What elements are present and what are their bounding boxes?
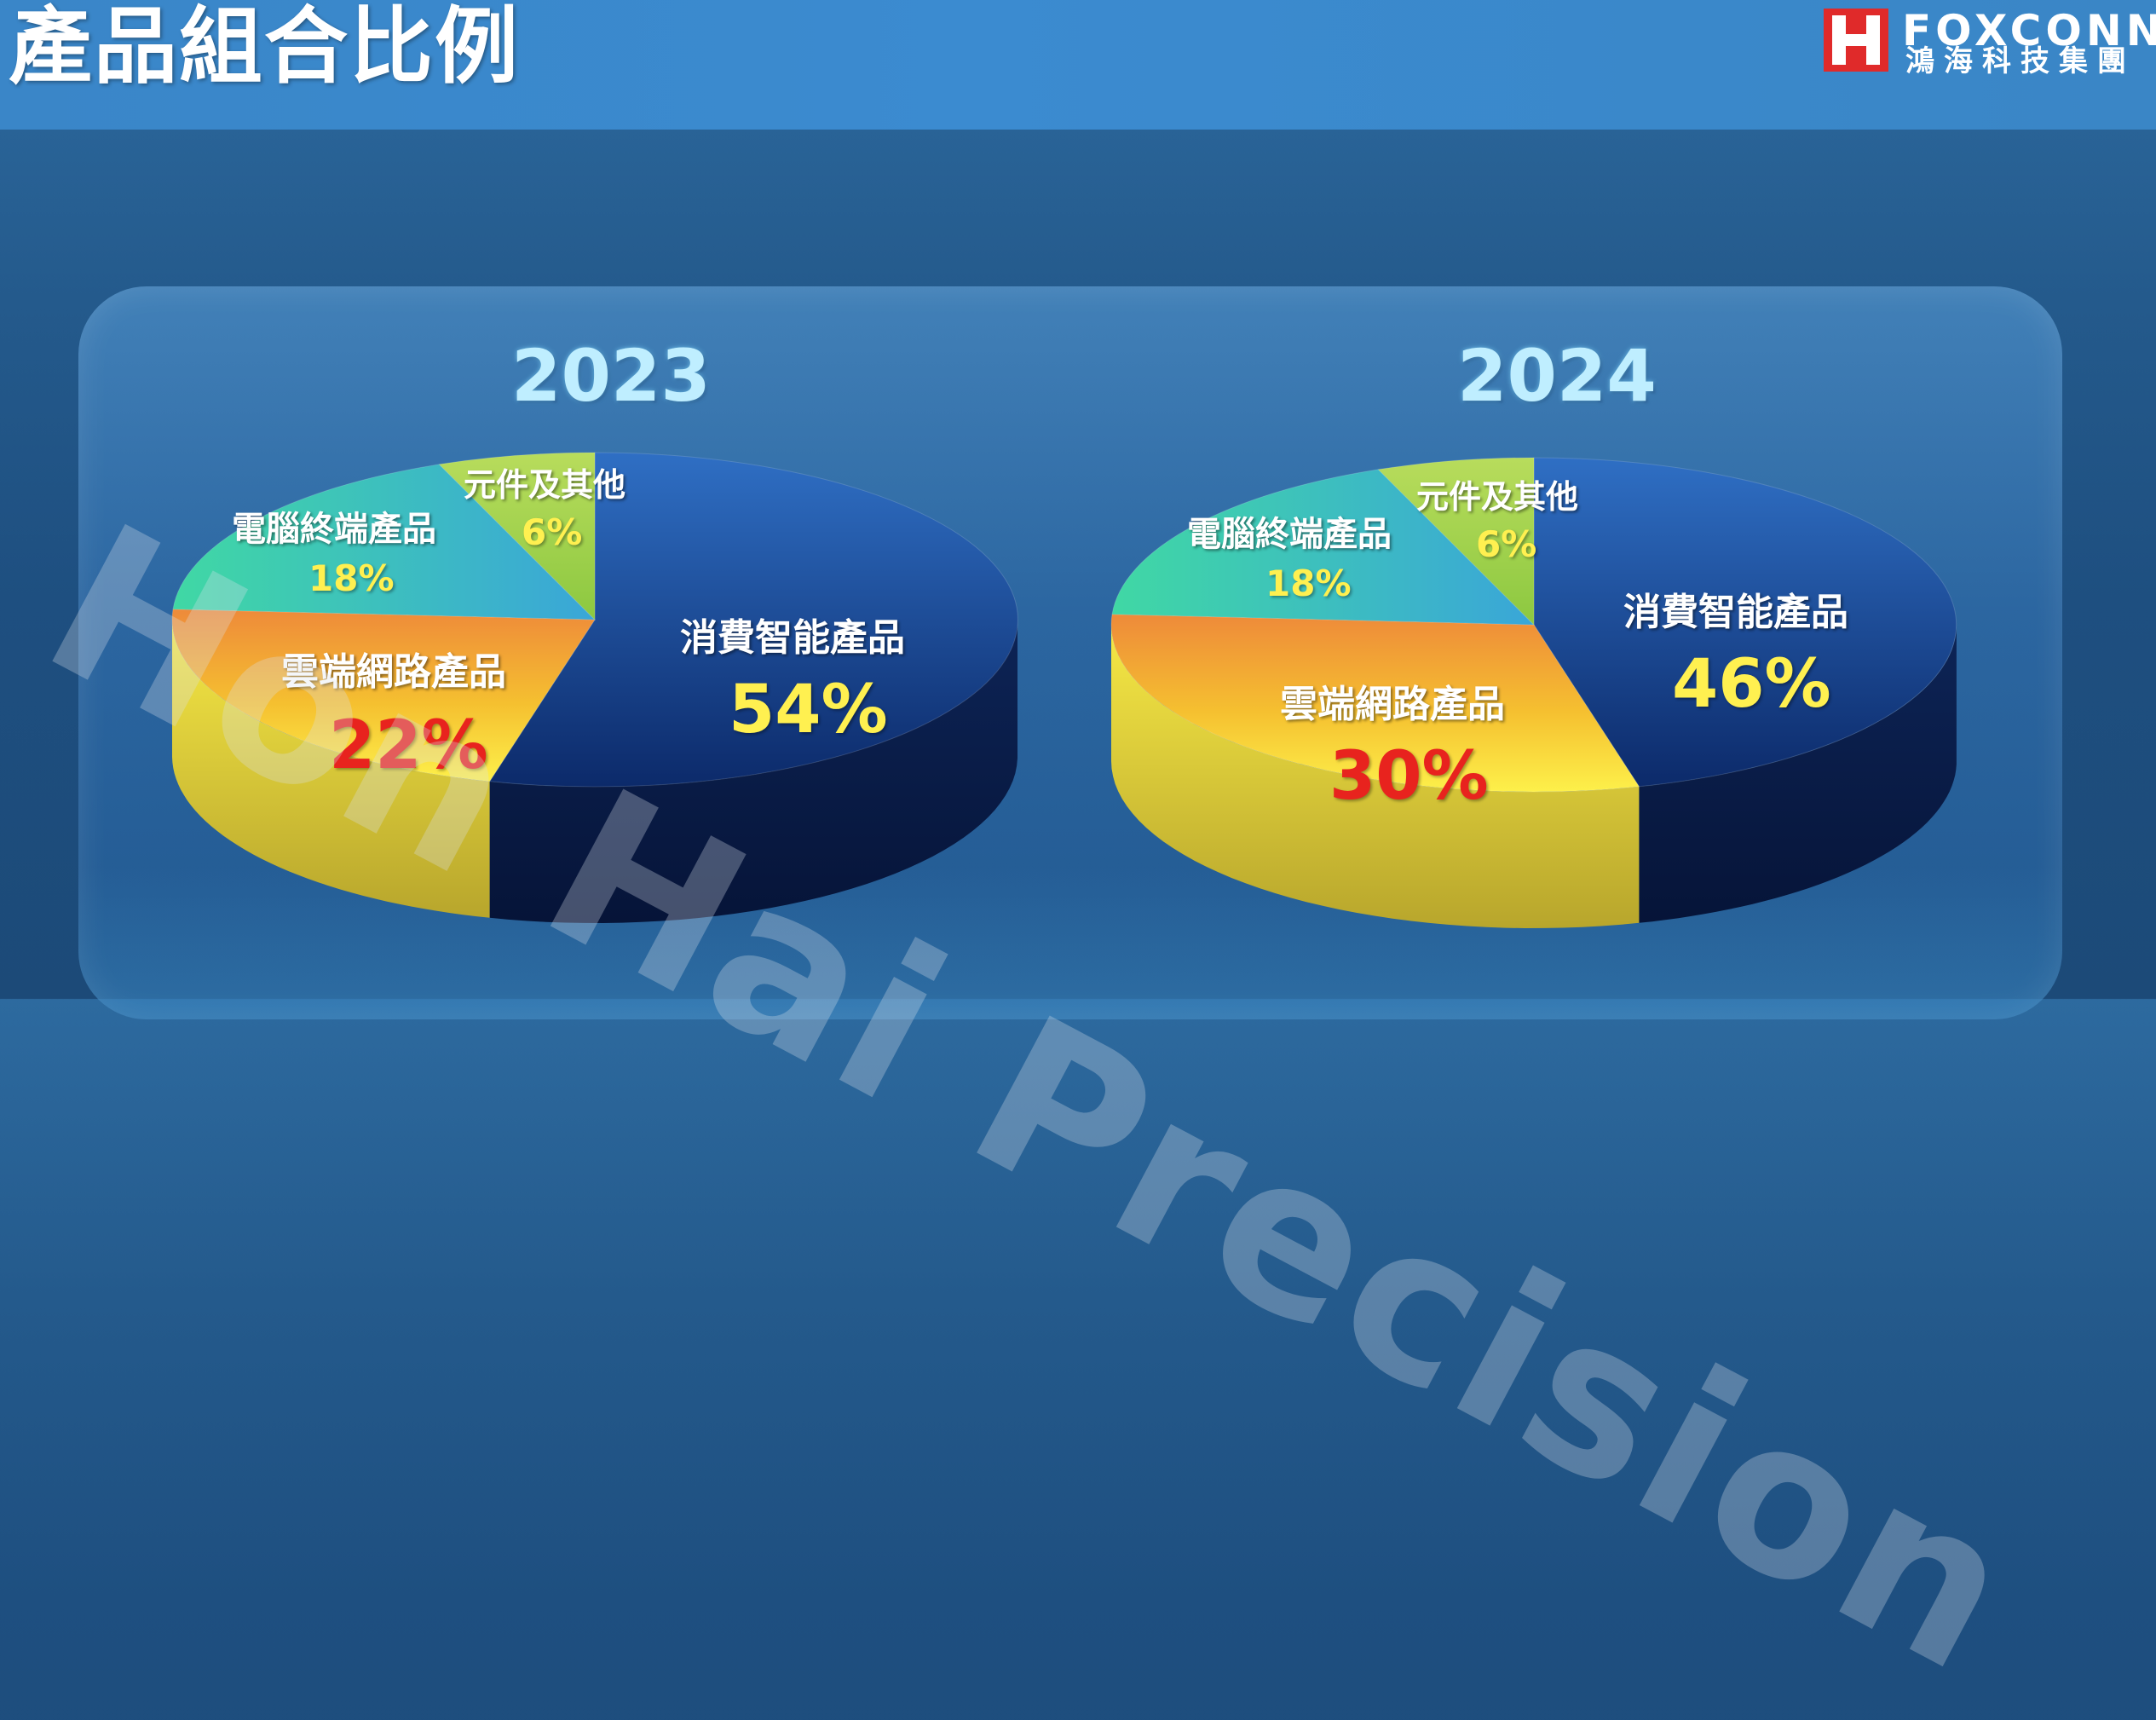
slice-label-consumer-2024: 消費智能產品 [1623,591,1848,634]
slice-label-computing-2024: 電腦終端產品 [1187,515,1392,554]
slice-value-components-2024: 6% [1476,523,1537,565]
pie-side-consumer [489,621,1017,923]
pie-slice-computing [172,464,597,620]
pie-slice-components [1377,457,1535,626]
pie-slice-consumer [488,452,1018,788]
pie-slice-cloud [171,609,596,782]
slice-label-cloud-2024: 雲端網路產品 [1280,683,1505,726]
slice-label-components-2024: 元件及其他 [1416,478,1579,516]
pie-charts-svg [171,452,1957,928]
pie-slice-computing [1111,469,1536,626]
slice-value-cloud-2024: 30% [1329,738,1489,815]
slice-value-computing-2023: 18% [308,557,395,599]
slice-value-consumer-2024: 46% [1672,646,1831,723]
slice-value-components-2023: 6% [522,511,583,553]
pie-side-cloud [1111,625,1640,928]
slice-value-cloud-2023: 22% [329,707,488,784]
logo-subtitle: 鴻海科技集團 [1905,44,2136,78]
logo-name: FOXCONN [1902,6,2156,55]
slice-value-computing-2024: 18% [1265,563,1352,604]
pie-slice-components [438,452,596,621]
foxconn-logo: FOXCONN 鴻海科技集團 [1824,7,2156,78]
header-bar: 產品組合比例 FOXCONN 鴻海科技集團 [0,0,2156,130]
pie-chart-2024 [1110,457,1957,928]
slice-label-consumer-2023: 消費智能產品 [680,616,905,660]
chart-title-2024: 2024 [1457,334,1657,418]
pie-side-cloud [172,620,490,918]
foxconn-logo-icon [1824,9,1888,72]
pie-slice-cloud [1110,614,1640,793]
pie-slice-consumer [1533,457,1957,788]
page-title: 產品組合比例 [9,0,521,95]
slice-label-computing-2023: 電腦終端產品 [232,510,436,549]
slice-label-cloud-2023: 雲端網路產品 [281,650,506,694]
chart-title-2023: 2023 [511,334,711,418]
slice-value-consumer-2023: 54% [729,672,888,748]
pie-chart-2023 [171,452,1018,923]
pie-side-consumer [1639,627,1957,923]
slice-label-components-2023: 元件及其他 [464,466,626,504]
